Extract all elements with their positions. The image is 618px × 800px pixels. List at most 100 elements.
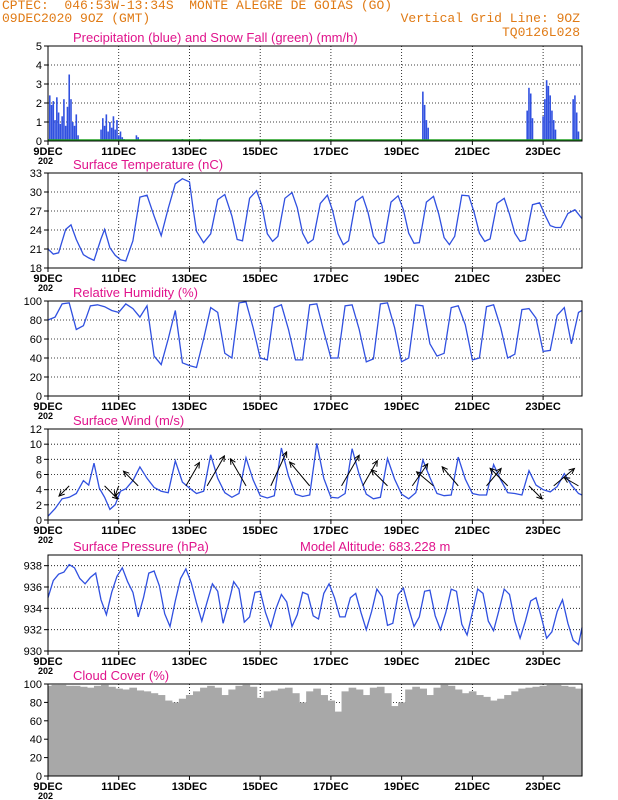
precip-bar (116, 120, 118, 141)
y-tick-label: 8 (36, 454, 42, 466)
x-tick-label: 17DEC (313, 656, 349, 668)
x-year-label: 202 (38, 156, 53, 166)
precip-bar (554, 129, 557, 141)
header-location: CPTEC: 046:53W-13:34S MONTE ALEGRE DE GO… (2, 0, 393, 13)
cloud-bar (79, 686, 88, 776)
wind-arrow (270, 451, 288, 487)
panel-title: Surface Temperature (nC) (73, 157, 223, 172)
cloud-bar (405, 689, 413, 776)
x-tick-label: 9DEC (33, 525, 62, 537)
header-grid-line: Vertical Grid Line: 9OZ (400, 11, 580, 26)
x-tick-label: 15DEC (242, 656, 278, 668)
x-tick-label: 15DEC (242, 525, 278, 537)
cloud-bar (320, 695, 328, 776)
panel-1 (44, 45, 583, 145)
precip-bar (531, 118, 534, 141)
series-line (47, 563, 583, 646)
y-tick-label: 21 (30, 244, 42, 256)
cloud-bar (122, 689, 130, 776)
x-tick-label: 11DEC (101, 146, 136, 158)
y-tick-label: 30 (30, 187, 42, 199)
x-tick-label: 21DEC (455, 273, 491, 285)
wind-arrowhead (568, 467, 576, 475)
wind-arrowhead (441, 465, 448, 473)
wind-arrowhead (194, 461, 200, 469)
cloud-bar (475, 695, 484, 776)
precip-bar (551, 110, 553, 141)
x-tick-label: 15DEC (242, 273, 278, 285)
plot-frame (47, 300, 583, 397)
wind-arrow (528, 485, 543, 500)
x-tick-label: 17DEC (313, 146, 349, 158)
wind-arrowhead (288, 461, 296, 468)
header-run-date: 09DEC2020 9OZ (GMT) (2, 11, 151, 26)
y-tick-label: 40 (30, 353, 42, 365)
y-tick-label: 80 (30, 697, 42, 709)
precip-bar (57, 112, 60, 141)
panel-title: Surface Pressure (hPa) (73, 539, 209, 554)
x-tick-label: 9DEC (33, 781, 62, 793)
y-tick-label: 80 (30, 315, 42, 327)
wind-arrow (185, 462, 200, 487)
y-tick-label: 5 (36, 41, 42, 53)
wind-arrow (362, 460, 378, 487)
precip-bar (574, 95, 576, 141)
precip-bar (119, 131, 122, 141)
x-tick-label: 23DEC (525, 146, 561, 158)
cloud-bar (86, 687, 95, 776)
y-tick-label: 100 (24, 296, 42, 308)
cloud-bar (93, 685, 102, 776)
x-year-label: 202 (38, 535, 53, 545)
cloud-bar (185, 695, 194, 776)
panel-subtitle: Model Altitude: 683.228 m (300, 539, 450, 554)
header-model-id: TQ0126L028 (501, 25, 580, 40)
cloud-bar (567, 686, 576, 776)
wind-arrow (371, 469, 388, 487)
cloud-bar (433, 687, 442, 776)
precip-bar (575, 112, 578, 141)
y-tick-label: 10 (30, 439, 42, 451)
y-tick-label: 12 (30, 424, 42, 436)
cloud-bar (490, 700, 498, 776)
x-tick-label: 19DEC (384, 781, 420, 793)
wind-arrowhead (563, 477, 571, 483)
panel-4 (44, 428, 583, 524)
wind-arrowhead (229, 457, 236, 465)
cloud-bar (504, 695, 512, 776)
cloud-bar (461, 693, 470, 776)
plot-frame (47, 683, 583, 777)
y-tick-label: 24 (30, 225, 42, 237)
cloud-bar (249, 686, 258, 776)
x-tick-label: 15DEC (242, 146, 278, 158)
wind-arrow (563, 477, 579, 487)
precip-bar (68, 74, 71, 141)
plot-frame (47, 554, 583, 652)
cloud-bar (383, 693, 392, 776)
precip-bar (526, 110, 528, 141)
cloud-bar (65, 685, 74, 776)
y-tick-label: 60 (30, 716, 42, 728)
cloud-bar (553, 684, 562, 776)
cloud-bar (440, 684, 449, 776)
cloud-bar (143, 691, 152, 776)
cloud-bar (546, 684, 555, 776)
wind-arrowhead (58, 490, 65, 497)
x-tick-label: 13DEC (172, 273, 208, 285)
cloud-bar (292, 693, 300, 776)
precip-bar (544, 99, 546, 141)
x-tick-label: 11DEC (101, 525, 136, 537)
y-tick-label: 0 (36, 136, 42, 148)
cloud-bar (178, 698, 187, 776)
precip-bar (425, 120, 428, 141)
wind-arrowhead (281, 450, 288, 458)
cloud-bar (511, 691, 519, 776)
cloud-bar (200, 687, 208, 776)
y-tick-label: 20 (30, 372, 42, 384)
precip-bar (121, 137, 124, 141)
wind-arrow (489, 467, 509, 487)
cloud-bar (115, 688, 123, 776)
cloud-bar (419, 688, 427, 776)
cloud-bar (58, 684, 67, 776)
cloud-bar (454, 689, 463, 776)
precip-bar (105, 114, 108, 141)
